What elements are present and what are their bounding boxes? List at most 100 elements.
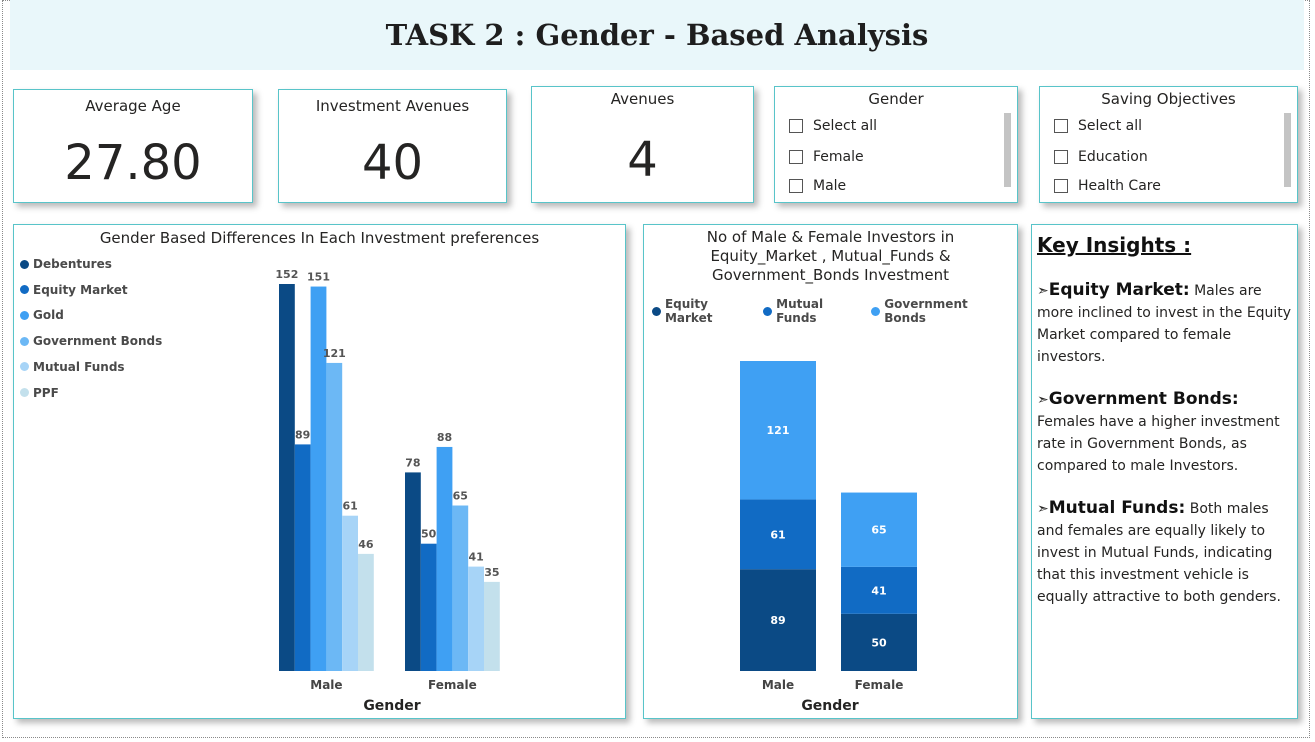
legend-item[interactable]: PPF: [20, 386, 59, 400]
slicer-option-select-all[interactable]: Select all: [1054, 118, 1142, 134]
kpi-value: 27.80: [64, 135, 202, 191]
slicer-option-female[interactable]: Female: [789, 149, 864, 165]
data-label: 61: [770, 528, 785, 541]
slicer-option-education[interactable]: Education: [1054, 149, 1148, 165]
chart-title: No of Male & Female Investors in Equity_…: [706, 228, 955, 284]
insight-equity-market: ➣Equity Market: Males are more inclined …: [1037, 280, 1292, 365]
data-label: 121: [323, 347, 346, 360]
legend-dot-icon: [20, 310, 29, 320]
slicer-title: Saving Objectives: [1101, 90, 1236, 108]
kpi-card-avenues[interactable]: Avenues 4: [531, 86, 754, 203]
legend-label: Mutual Funds: [33, 359, 125, 374]
legend-item[interactable]: Mutual Funds: [20, 360, 125, 374]
slicer-title: Gender: [868, 90, 924, 108]
checkbox-icon[interactable]: [789, 119, 803, 133]
insights-heading: Key Insights :: [1037, 233, 1192, 257]
stacked-bar-segment: [841, 613, 917, 671]
legend-item[interactable]: Government Bonds: [871, 297, 1013, 325]
legend-dot-icon: [20, 285, 29, 295]
chart-legend: Equity Market Mutual Funds Government Bond…: [652, 297, 1017, 325]
checkbox-icon[interactable]: [789, 150, 803, 164]
checkbox-icon[interactable]: [1054, 150, 1068, 164]
data-label: 61: [342, 500, 357, 513]
bar: [468, 566, 484, 671]
kpi-label: Investment Avenues: [315, 97, 470, 115]
data-label: 89: [770, 614, 785, 627]
bar: [358, 553, 374, 671]
data-label: 78: [405, 456, 420, 469]
gender-slicer[interactable]: Gender Select all Female Male: [774, 86, 1018, 203]
bar: [484, 581, 500, 671]
legend-label: Government Bonds: [33, 334, 163, 349]
checkbox-icon[interactable]: [789, 179, 803, 193]
data-label: 65: [871, 524, 886, 537]
legend-item[interactable]: Equity Market: [652, 297, 759, 325]
kpi-card-average-age[interactable]: Average Age 27.80: [13, 89, 253, 203]
insight-government-bonds: ➣Government Bonds: Females have a higher…: [1037, 389, 1280, 474]
data-label: 35: [484, 566, 499, 579]
data-label: 41: [871, 584, 886, 597]
data-label: 65: [453, 490, 468, 503]
legend-dot-icon: [871, 306, 881, 316]
x-tick-label: Female: [428, 678, 477, 692]
slicer-option-male[interactable]: Male: [789, 178, 846, 194]
bar: [294, 444, 311, 671]
x-tick-label: Male: [762, 678, 794, 692]
x-tick-label: Female: [855, 678, 904, 692]
stacked-bar-segment: [841, 566, 917, 614]
stacked-bar-segment: [740, 569, 816, 671]
data-label: 50: [871, 636, 887, 649]
bar: [326, 362, 343, 671]
legend-label: Gold: [33, 308, 64, 323]
data-label: 50: [421, 528, 437, 541]
legend-label: Equity Market: [33, 282, 128, 297]
slicer-option-select-all[interactable]: Select all: [789, 118, 877, 134]
legend-dot-icon: [20, 259, 29, 269]
kpi-value: 40: [361, 135, 424, 191]
legend-dot-icon: [652, 306, 661, 316]
chart-plot: 89 61 121 Male 50 41 65 Female Gender: [740, 361, 917, 714]
bar: [405, 472, 421, 671]
legend-dot-icon: [20, 388, 29, 397]
stacked-bar-segment: [740, 361, 816, 500]
stacked-bar-segment: [841, 492, 917, 567]
legend-item[interactable]: Gold: [20, 308, 64, 322]
data-label: 46: [358, 538, 374, 551]
legend-label: PPF: [33, 385, 59, 400]
legend-item[interactable]: Debentures: [20, 257, 112, 271]
chart-title: Gender Based Differences In Each Investm…: [99, 229, 540, 247]
legend-item[interactable]: Government Bonds: [20, 334, 162, 348]
legend-label: Equity Market: [664, 297, 713, 325]
title-banner: TASK 2 : Gender - Based Analysis: [10, 0, 1304, 70]
legend-item[interactable]: Mutual Funds: [763, 297, 867, 325]
legend-label: Government Bonds: [884, 297, 968, 325]
page-title: TASK 2 : Gender - Based Analysis: [385, 18, 929, 52]
legend-dot-icon: [763, 306, 773, 316]
bullet-icon: ➣: [1037, 392, 1049, 408]
kpi-value: 4: [627, 132, 658, 188]
investment-preferences-chart[interactable]: Gender Based Differences In Each Investm…: [13, 224, 626, 719]
checkbox-icon[interactable]: [1054, 119, 1068, 133]
kpi-card-investment-avenues[interactable]: Investment Avenues 40: [278, 89, 507, 203]
data-label: 152: [275, 268, 298, 281]
stacked-bar-segment: [740, 499, 816, 570]
legend-dot-icon: [20, 362, 29, 372]
slicer-option-health-care[interactable]: Health Care: [1054, 178, 1161, 194]
slicer-scrollbar[interactable]: [1004, 113, 1011, 187]
saving-objectives-slicer[interactable]: Saving Objectives Select all Education H…: [1039, 86, 1298, 203]
legend-label: Debentures: [33, 257, 112, 271]
kpi-label: Avenues: [610, 90, 675, 108]
legend-item[interactable]: Equity Market: [20, 283, 128, 297]
insight-mutual-funds: ➣Mutual Funds: Both males and females ar…: [1037, 498, 1281, 605]
bar: [436, 446, 453, 671]
legend-label: Mutual Funds: [776, 297, 824, 325]
x-tick-label: Male: [310, 678, 342, 692]
bar: [342, 515, 358, 671]
data-label: 41: [468, 551, 483, 564]
investors-stacked-chart[interactable]: No of Male & Female Investors in Equity_…: [643, 224, 1018, 719]
key-insights-panel: Key Insights : ➣Equity Market: Males are…: [1031, 224, 1298, 719]
slicer-scrollbar[interactable]: [1284, 113, 1291, 187]
checkbox-icon[interactable]: [1054, 179, 1068, 193]
x-axis-title: Gender: [363, 698, 420, 714]
